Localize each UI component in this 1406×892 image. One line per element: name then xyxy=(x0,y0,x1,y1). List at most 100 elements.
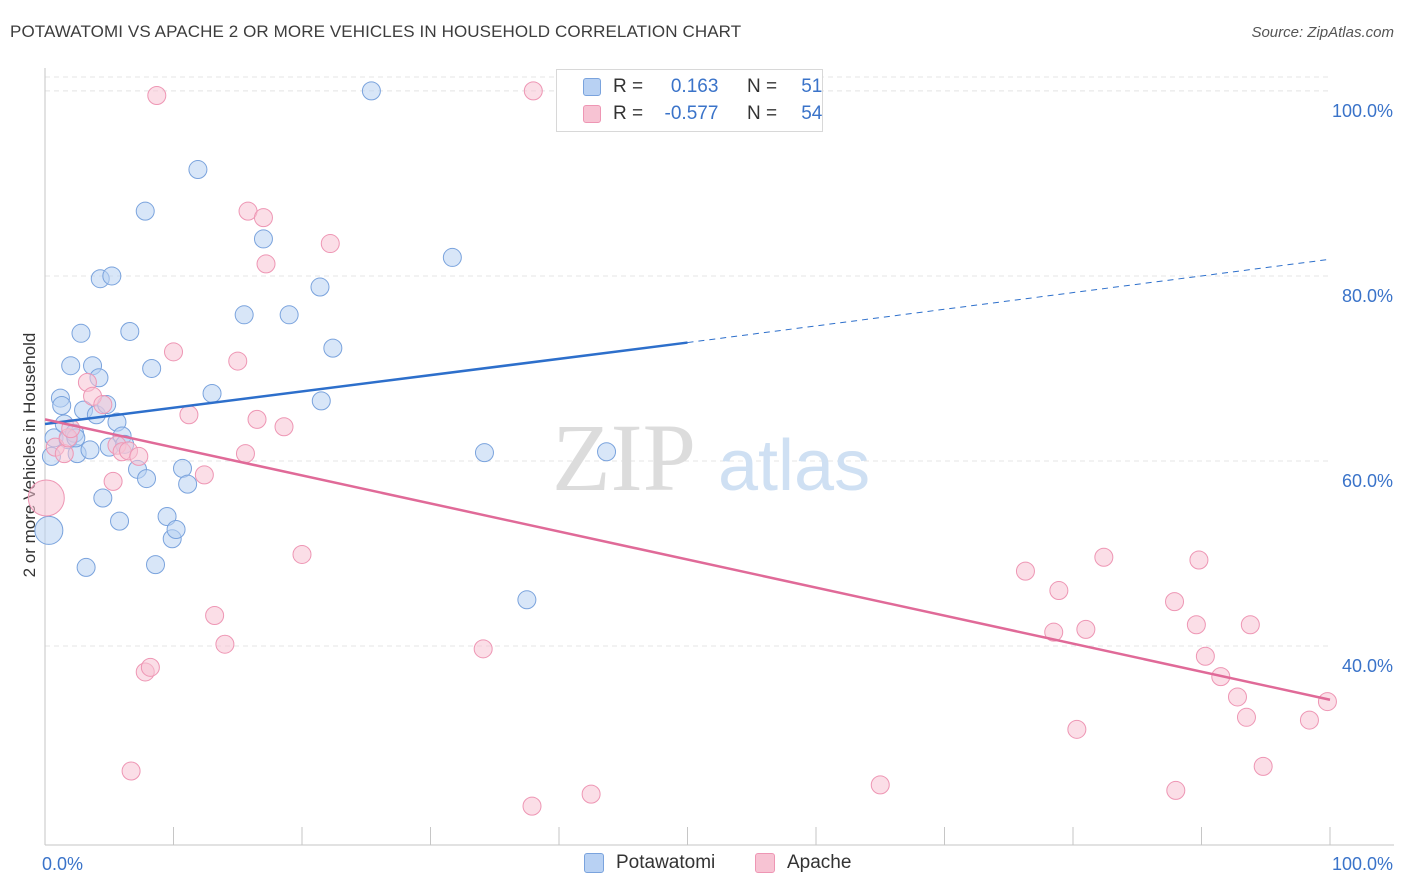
apache-point xyxy=(320,234,340,254)
potawatomi-trend-line xyxy=(44,341,688,426)
apache-point xyxy=(274,417,294,437)
apache-point xyxy=(581,784,601,804)
potawatomi-point xyxy=(166,519,186,539)
potawatomi-legend-label: Potawatomi xyxy=(616,852,716,873)
apache-point xyxy=(256,254,276,274)
apache-point xyxy=(27,479,65,517)
potawatomi-point xyxy=(71,323,91,343)
potawatomi-point xyxy=(76,557,96,577)
watermark-zip: ZIP xyxy=(552,404,696,511)
potawatomi-point xyxy=(323,338,343,358)
r-label: R = xyxy=(613,76,644,97)
apache-point xyxy=(235,444,255,464)
correlation-legend: R = 0.163 N = 51 R = -0.577 N = 54 xyxy=(556,69,823,132)
apache-legend-swatch xyxy=(755,853,775,873)
apache-point xyxy=(473,639,493,659)
apache-point xyxy=(1067,719,1087,739)
apache-point xyxy=(247,409,267,429)
apache-point xyxy=(1166,780,1186,800)
apache-point xyxy=(1189,550,1209,570)
potawatomi-trend-extension xyxy=(687,258,1331,344)
y-tick-label: 100.0% xyxy=(1332,101,1393,121)
potawatomi-point xyxy=(80,440,100,460)
potawatomi-point xyxy=(93,488,113,508)
apache-point xyxy=(1165,592,1185,612)
n-value-potawatomi: 51 xyxy=(801,76,823,97)
apache-point xyxy=(1044,622,1064,642)
potawatomi-point xyxy=(146,555,166,575)
apache-trend-line xyxy=(44,418,1331,701)
apache-point xyxy=(194,465,214,485)
apache-swatch xyxy=(583,105,601,123)
r-value-potawatomi: 0.163 xyxy=(670,76,719,97)
source-label: Source: ZipAtlas.com xyxy=(1251,24,1394,41)
potawatomi-legend-swatch xyxy=(584,853,604,873)
y-tick-label: 60.0% xyxy=(1342,471,1393,491)
series-apache xyxy=(27,81,1337,816)
potawatomi-point xyxy=(202,383,222,403)
potawatomi-point xyxy=(361,81,381,101)
apache-point xyxy=(228,351,248,371)
potawatomi-point xyxy=(34,515,64,545)
potawatomi-swatch xyxy=(583,78,601,96)
x-tick-label: 100.0% xyxy=(1332,854,1393,874)
apache-point xyxy=(870,775,890,795)
apache-point xyxy=(1049,581,1069,601)
apache-point xyxy=(54,444,74,464)
potawatomi-point xyxy=(137,469,157,489)
r-label: R = xyxy=(613,103,644,124)
apache-point xyxy=(121,761,141,781)
apache-point xyxy=(1015,561,1035,581)
apache-point xyxy=(1240,615,1260,635)
watermark-atlas: atlas xyxy=(718,426,870,506)
apache-point xyxy=(147,86,167,106)
potawatomi-point xyxy=(234,305,254,325)
series-potawatomi xyxy=(34,81,617,610)
potawatomi-point xyxy=(172,458,192,478)
potawatomi-point xyxy=(61,356,81,376)
apache-point xyxy=(1227,687,1247,707)
potawatomi-point xyxy=(442,247,462,267)
potawatomi-point xyxy=(102,266,122,286)
apache-point xyxy=(253,208,273,228)
potawatomi-point xyxy=(110,511,130,531)
apache-point xyxy=(1195,646,1215,666)
apache-point xyxy=(522,796,542,816)
potawatomi-point xyxy=(310,277,330,297)
apache-point xyxy=(205,606,225,626)
potawatomi-point xyxy=(517,590,537,610)
potawatomi-point xyxy=(279,305,299,325)
r-value-apache: -0.577 xyxy=(664,103,719,124)
n-label: N = xyxy=(746,76,778,97)
apache-point xyxy=(1253,756,1273,776)
apache-point xyxy=(140,657,160,677)
apache-point xyxy=(93,395,113,415)
apache-point xyxy=(179,405,199,425)
apache-point xyxy=(103,471,123,491)
potawatomi-point xyxy=(157,507,177,527)
apache-point xyxy=(1317,692,1337,712)
potawatomi-point xyxy=(178,474,198,494)
potawatomi-point xyxy=(597,442,617,462)
apache-point xyxy=(129,446,149,466)
potawatomi-point xyxy=(188,160,208,180)
potawatomi-point xyxy=(52,395,72,415)
apache-legend-label: Apache xyxy=(787,852,852,873)
apache-point xyxy=(523,81,543,101)
apache-point xyxy=(1094,547,1114,567)
potawatomi-point xyxy=(142,358,162,378)
y-tick-label: 40.0% xyxy=(1342,656,1393,676)
apache-point xyxy=(1236,707,1256,727)
potawatomi-point xyxy=(474,443,494,463)
apache-point xyxy=(292,544,312,564)
apache-point xyxy=(1186,615,1206,635)
apache-point xyxy=(1076,619,1096,639)
potawatomi-point xyxy=(311,391,331,411)
y-tick-label: 80.0% xyxy=(1342,286,1393,306)
potawatomi-point xyxy=(135,201,155,221)
potawatomi-point xyxy=(253,229,273,249)
x-tick-label: 0.0% xyxy=(42,854,83,874)
n-label: N = xyxy=(746,103,778,124)
n-value-apache: 54 xyxy=(801,103,823,124)
